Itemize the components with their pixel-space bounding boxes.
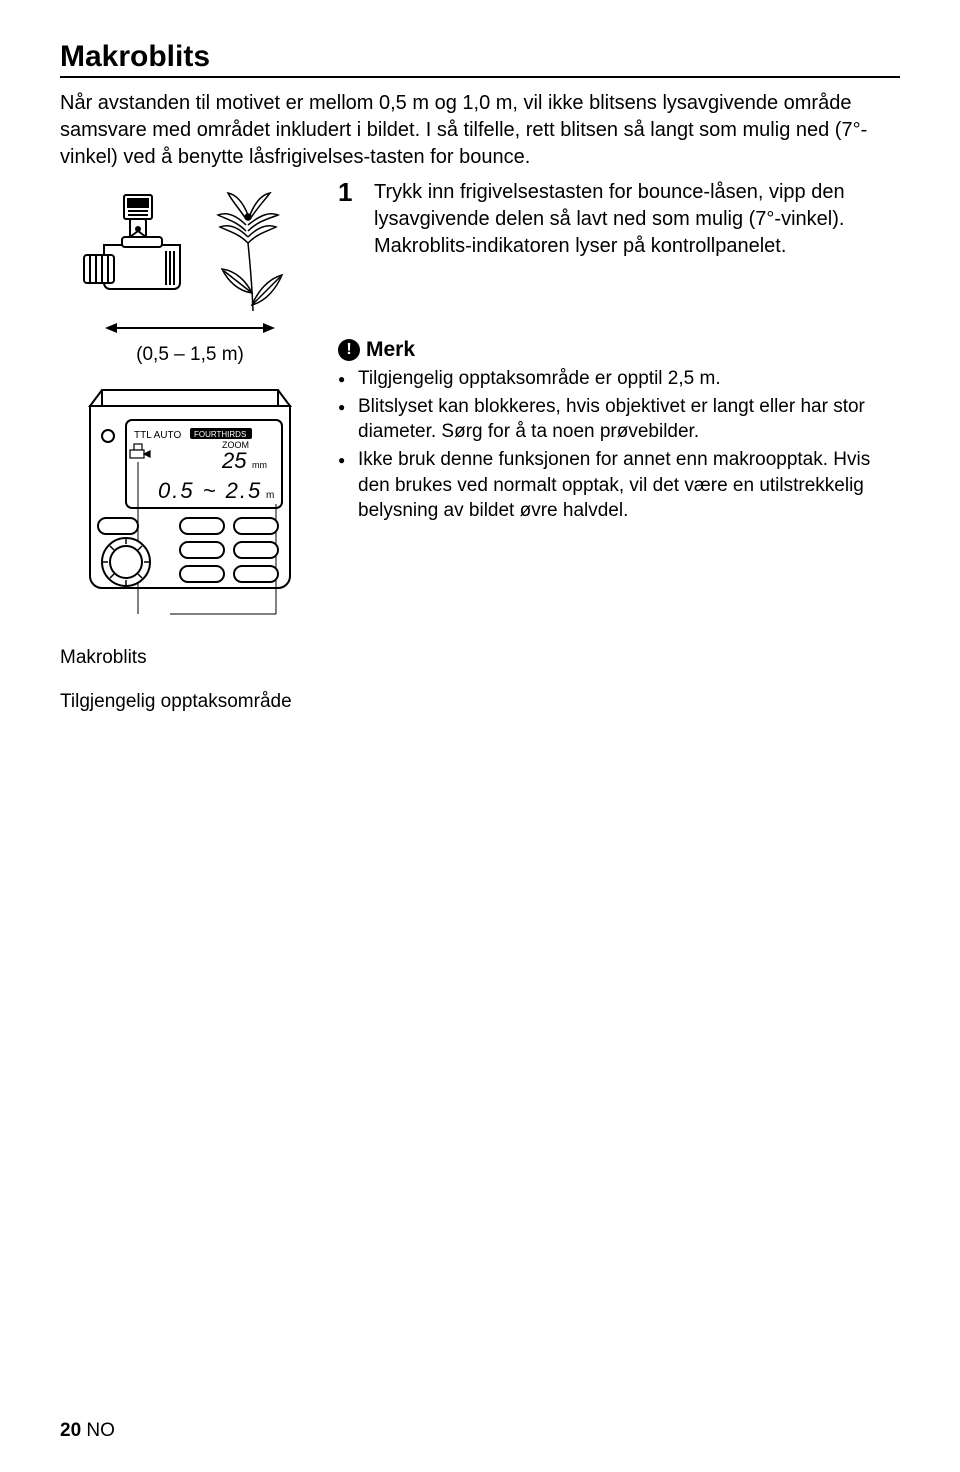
note-bullet: Tilgjengelig opptaksområde er opptil 2,5… xyxy=(338,366,900,392)
lcd-fourthirds: FOURTHIRDS xyxy=(194,430,246,439)
callout-makroblits: Makroblits xyxy=(60,647,320,669)
page-footer: 20 NO xyxy=(60,1420,115,1442)
note-bullets: Tilgjengelig opptaksområde er opptil 2,5… xyxy=(338,366,900,524)
lcd-range: 0.5 ~ 2.5 xyxy=(158,478,262,503)
note-heading: Merk xyxy=(366,338,415,362)
lcd-range-unit: m xyxy=(266,490,274,501)
lcd-zoom-unit: mm xyxy=(252,460,267,470)
step-text: Trykk inn frigivelsestasten for bounce-l… xyxy=(374,179,900,260)
note-bullet: Ikke bruk denne funksjonen for annet enn… xyxy=(338,447,900,524)
lcd-ttl-auto: TTL AUTO xyxy=(134,430,181,441)
camera-flash-icon xyxy=(82,193,202,313)
flower-icon xyxy=(208,183,298,313)
flash-unit-rear-icon: TTL AUTO FOURTHIRDS ZOOM 25 mm 0.5 ~ 2.5… xyxy=(80,386,300,616)
page-lang: NO xyxy=(86,1420,115,1441)
page-title: Makroblits xyxy=(60,40,900,78)
distance-arrow-icon xyxy=(105,319,275,337)
distance-label: (0,5 – 1,5 m) xyxy=(60,344,320,366)
step-number: 1 xyxy=(338,179,362,260)
lcd-zoom-value: 25 xyxy=(221,448,247,473)
page-number: 20 xyxy=(60,1420,81,1441)
intro-text: Når avstanden til motivet er mellom 0,5 … xyxy=(60,90,900,171)
illustration-column: (0,5 – 1,5 m) TTL AUTO FOURTHIRDS xyxy=(60,179,320,735)
note-bullet: Blitslyset kan blokkeres, hvis objektive… xyxy=(338,394,900,445)
note-icon: ! xyxy=(338,339,360,361)
callout-range: Tilgjengelig opptaksområde xyxy=(60,691,320,713)
